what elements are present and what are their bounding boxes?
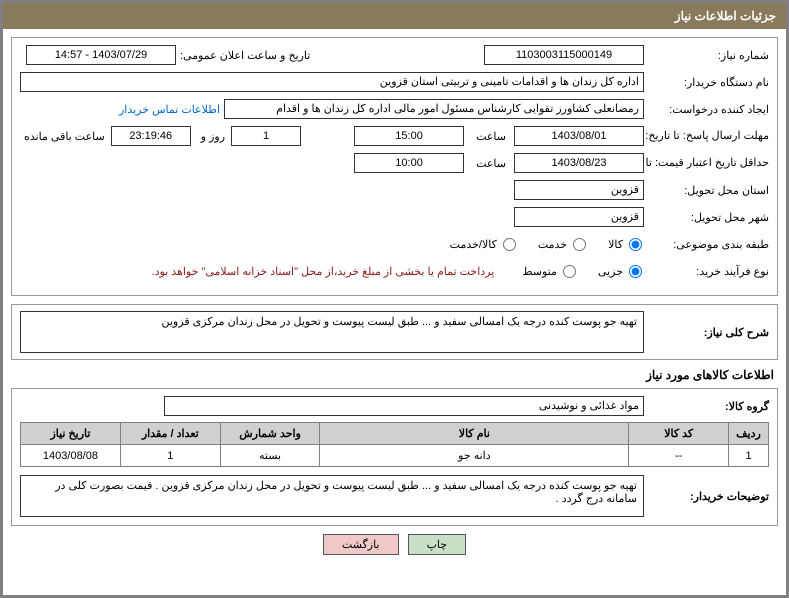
remain-days-value: 1 [231,126,301,146]
th-name: نام کالا [320,423,629,445]
label-response-deadline: مهلت ارسال پاسخ: تا تاریخ: [644,130,769,142]
label-item-group: گروه کالا: [644,400,769,413]
radio-medium-label: متوسط [522,265,557,278]
items-info-header: اطلاعات کالاهای مورد نیاز [11,368,778,382]
buyer-contact-link[interactable]: اطلاعات تماس خریدار [119,103,220,116]
announce-date-value: 1403/07/29 - 14:57 [26,45,176,65]
label-purchase-type: نوع فرآیند خرید: [644,265,769,278]
td-qty: 1 [120,445,220,467]
label-remaining: ساعت باقی مانده [20,130,105,143]
response-hour-value: 15:00 [354,126,464,146]
td-name: دانه جو [320,445,629,467]
radio-partial-label: جزیی [598,265,623,278]
payment-note: پرداخت تمام یا بخشی از مبلغ خرید،از محل … [152,265,495,278]
buyer-org-value: اداره کل زندان ها و اقدامات تامینی و ترب… [20,72,644,92]
label-hour-2: ساعت [472,157,506,170]
radio-goods[interactable] [629,238,642,251]
validity-date-value: 1403/08/23 [514,153,644,173]
th-code: کد کالا [629,423,729,445]
items-table: ردیف کد کالا نام کالا واحد شمارش تعداد /… [20,422,769,467]
buyer-notes-value: تهیه جو پوست کنده درجه یک امسالی سفید و … [20,475,644,517]
print-button[interactable]: چاپ [408,534,467,555]
radio-goods-service-label: کالا/خدمت [450,238,497,251]
back-button[interactable]: بازگشت [323,534,399,555]
general-desc-fieldset: شرح کلی نیاز: تهیه جو پوست کنده درجه یک … [11,304,778,360]
label-general-desc: شرح کلی نیاز: [644,326,769,339]
title-bar: جزئیات اطلاعات نیاز [3,3,786,29]
label-requester: ایجاد کننده درخواست: [644,103,769,116]
details-fieldset: شماره نیاز: 1103003115000149 تاریخ و ساع… [11,37,778,296]
need-no-value: 1103003115000149 [484,45,644,65]
table-header-row: ردیف کد کالا نام کالا واحد شمارش تعداد /… [21,423,769,445]
requester-value: رمضانعلی کشاورز تقوایی کارشناس مسئول امو… [224,99,644,119]
th-unit: واحد شمارش [220,423,320,445]
response-date-value: 1403/08/01 [514,126,644,146]
remain-time-value: 23:19:46 [111,126,191,146]
label-validity-deadline: حداقل تاریخ اعتبار قیمت: تا تاریخ: [644,157,769,169]
validity-hour-value: 10:00 [354,153,464,173]
radio-medium[interactable] [563,265,576,278]
radio-service-label: خدمت [538,238,567,251]
label-delivery-city: شهر محل تحویل: [644,211,769,224]
td-date: 1403/08/08 [21,445,121,467]
items-fieldset: گروه کالا: مواد غذائی و نوشیدنی ردیف کد … [11,388,778,526]
label-buyer-notes: توضیحات خریدار: [644,490,769,503]
th-qty: تعداد / مقدار [120,423,220,445]
label-day-and: روز و [197,130,225,143]
label-hour-1: ساعت [472,130,506,143]
radio-goods-service[interactable] [503,238,516,251]
table-row: 1 -- دانه جو بسته 1 1403/08/08 [21,445,769,467]
label-need-no: شماره نیاز: [644,49,769,62]
general-desc-value: تهیه جو پوست کنده درجه یک امسالی سفید و … [20,311,644,353]
city-value: قزوین [514,207,644,227]
th-row: ردیف [729,423,769,445]
th-date: تاریخ نیاز [21,423,121,445]
td-row: 1 [729,445,769,467]
province-value: قزوین [514,180,644,200]
td-code: -- [629,445,729,467]
td-unit: بسته [220,445,320,467]
label-announce-date: تاریخ و ساعت اعلان عمومی: [176,49,310,62]
label-buyer-org: نام دستگاه خریدار: [644,76,769,89]
label-category: طبقه بندی موضوعی: [644,238,769,251]
radio-service[interactable] [573,238,586,251]
item-group-value: مواد غذائی و نوشیدنی [164,396,644,416]
radio-goods-label: کالا [608,238,623,251]
label-delivery-province: استان محل تحویل: [644,184,769,197]
radio-partial[interactable] [629,265,642,278]
